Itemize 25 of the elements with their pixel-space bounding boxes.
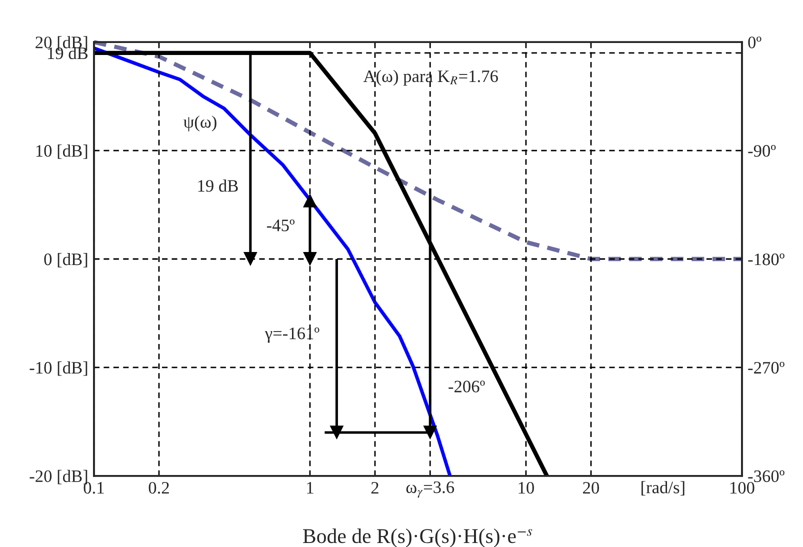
y-tick-label: -10 [dB] xyxy=(30,361,88,376)
x-tick-label: 10 xyxy=(518,482,534,494)
annotation: ψ(ω) xyxy=(184,116,216,132)
y2-tick-label: -360º xyxy=(748,470,784,482)
annotation: 19 dB xyxy=(198,180,238,192)
y-tick-label: -20 [dB] xyxy=(30,470,88,484)
y-tick-label: 10 [dB] xyxy=(36,144,88,159)
x-tick-label: 20 xyxy=(583,482,600,494)
y2-tick-label: -180º xyxy=(748,253,784,266)
x-tick-label: ω$_{γ}$=3.6 xyxy=(406,481,454,498)
annotation: γ=-161º xyxy=(264,328,320,343)
y2-tick-label: 0º xyxy=(748,36,762,48)
y-tick-label: 0 [dB] xyxy=(44,252,88,268)
annotation: -45º xyxy=(266,220,295,232)
x-tick-label: 0.1 xyxy=(84,482,104,494)
annotation: -206º xyxy=(448,380,485,392)
x-tick-label: 100 xyxy=(730,482,754,494)
text: [rad/s] xyxy=(642,481,684,496)
y2-tick-label: -270º xyxy=(748,362,784,374)
x-tick-label: 0.2 xyxy=(148,482,169,494)
x-tick-label: 2 xyxy=(371,482,378,494)
x-tick-label: 1 xyxy=(307,482,314,494)
annotation: A(ω) para K$_{R}$=1.76 xyxy=(363,70,498,86)
x-axis-title: Bode de R(s)·G(s)·H(s)·e$^{−s}$ xyxy=(303,528,532,547)
y2-tick-label: -90º xyxy=(748,145,776,157)
